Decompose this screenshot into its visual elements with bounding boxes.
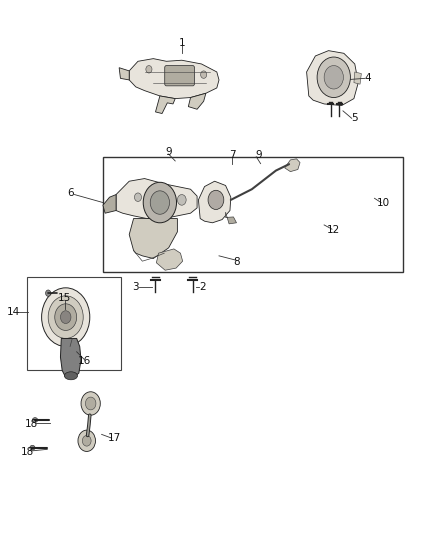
Text: 9: 9 (255, 150, 262, 159)
Circle shape (146, 66, 152, 73)
Circle shape (324, 66, 343, 89)
Text: 5: 5 (351, 114, 358, 123)
Bar (27, 277, 121, 370)
Text: 9: 9 (165, 147, 172, 157)
Text: 6: 6 (67, 188, 74, 198)
Circle shape (60, 311, 71, 324)
Polygon shape (198, 181, 231, 223)
Polygon shape (226, 212, 237, 224)
Circle shape (150, 191, 170, 214)
Text: 1: 1 (178, 38, 185, 47)
Circle shape (85, 397, 96, 410)
Text: 3: 3 (132, 282, 139, 292)
Text: 18: 18 (21, 447, 34, 457)
Circle shape (134, 193, 141, 201)
Polygon shape (354, 72, 361, 84)
Polygon shape (129, 59, 219, 99)
Polygon shape (156, 249, 183, 270)
Circle shape (81, 392, 100, 415)
Polygon shape (103, 195, 116, 213)
Ellipse shape (64, 372, 78, 379)
FancyBboxPatch shape (165, 66, 194, 86)
Polygon shape (116, 179, 197, 219)
Circle shape (317, 57, 350, 98)
Circle shape (177, 195, 186, 205)
Circle shape (143, 182, 177, 223)
Text: 18: 18 (25, 419, 38, 429)
Circle shape (82, 435, 91, 446)
Circle shape (208, 190, 224, 209)
Polygon shape (129, 219, 177, 259)
Text: 8: 8 (233, 257, 240, 267)
Circle shape (46, 290, 51, 296)
Polygon shape (119, 68, 129, 80)
Text: 10: 10 (377, 198, 390, 207)
Polygon shape (188, 93, 206, 109)
Ellipse shape (30, 446, 35, 450)
Text: 2: 2 (199, 282, 206, 292)
Circle shape (55, 304, 77, 330)
Circle shape (42, 288, 90, 346)
Text: 4: 4 (364, 74, 371, 83)
Circle shape (201, 71, 207, 78)
Polygon shape (155, 96, 175, 114)
Polygon shape (285, 159, 300, 172)
Polygon shape (307, 51, 358, 106)
Circle shape (48, 296, 83, 338)
Text: 16: 16 (78, 357, 91, 366)
Ellipse shape (32, 418, 38, 422)
Text: 14: 14 (7, 307, 20, 317)
Text: 15: 15 (58, 294, 71, 303)
Polygon shape (60, 338, 81, 378)
Circle shape (78, 430, 95, 451)
Bar (103, 157, 403, 272)
Text: 7: 7 (229, 150, 236, 159)
Text: 17: 17 (108, 433, 121, 443)
Text: 12: 12 (327, 225, 340, 235)
